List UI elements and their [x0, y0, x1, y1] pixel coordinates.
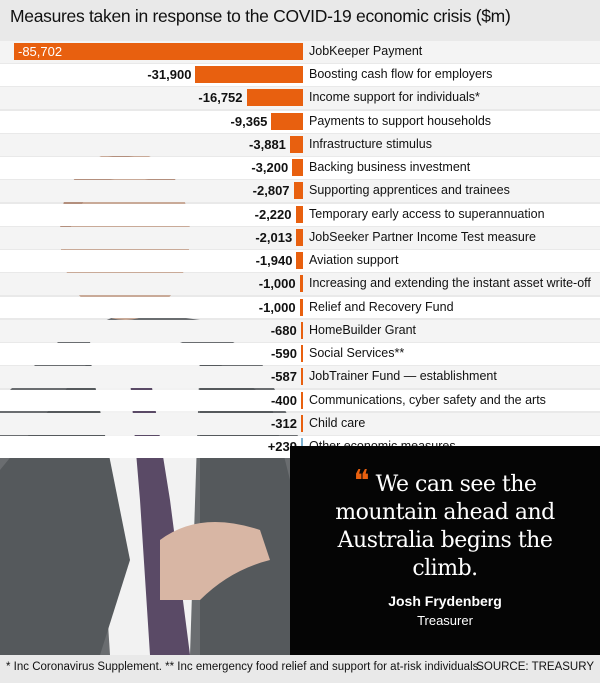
bar	[195, 66, 303, 84]
data-label: -590	[270, 346, 297, 362]
category-label: JobTrainer Fund — establishment	[309, 369, 497, 384]
category-label: Relief and Recovery Fund	[309, 299, 454, 314]
bar-row: -400 Communications, cyber safety and the…	[0, 389, 600, 412]
bar	[14, 43, 303, 60]
data-label: -2,220	[254, 206, 292, 222]
category-label: Temporary early access to superannuation	[309, 206, 545, 221]
bar	[299, 275, 303, 293]
data-label: -312	[270, 415, 297, 431]
bar	[293, 182, 303, 200]
data-label: -1,000	[258, 276, 296, 292]
footer: * Inc Coronavirus Supplement. ** Inc eme…	[0, 655, 600, 683]
quote-text: We can see the mountain ahead and Austra…	[335, 472, 555, 581]
bar-row: -680 HomeBuilder Grant	[0, 319, 600, 342]
data-label: -587	[270, 369, 297, 385]
bar	[301, 414, 303, 432]
data-label: -3,200	[251, 160, 289, 176]
bar	[301, 368, 303, 386]
bar-row: -2,220 Temporary early access to superann…	[0, 203, 600, 226]
data-label: +239	[267, 438, 297, 454]
bar-row: -312 Child care	[0, 412, 600, 435]
category-label: Boosting cash flow for employers	[309, 67, 493, 82]
bar-row: -31,900 Boosting cash flow for employers	[0, 64, 600, 87]
bar-row: -3,881 Infrastructure stimulus	[0, 133, 600, 156]
category-label: Child care	[309, 415, 366, 430]
bar-row: -3,200 Backing business investment	[0, 157, 600, 180]
data-label: -3,881	[249, 136, 286, 152]
category-label: JobSeeker Partner Income Test measure	[309, 229, 536, 244]
bar	[271, 112, 303, 130]
bar	[300, 321, 303, 339]
quote-mark-icon: ❝	[353, 464, 370, 499]
bar	[301, 345, 303, 363]
bar-row: -587 JobTrainer Fund — establishment	[0, 366, 600, 389]
bar	[299, 298, 303, 316]
category-label: Payments to support households	[309, 113, 492, 128]
bar-chart: -85,702 JobKeeper Payment -31,900 Boosting …	[0, 41, 600, 459]
bar	[246, 89, 303, 107]
source: SOURCE: TREASURY	[476, 661, 594, 673]
bar	[295, 205, 303, 223]
category-label: Increasing and extending the instant ass…	[309, 276, 591, 291]
data-label: -2,013	[255, 229, 293, 245]
bar	[301, 391, 303, 409]
category-label: HomeBuilder Grant	[309, 322, 416, 337]
bar-row: -2,013 JobSeeker Partner Income Test meas…	[0, 226, 600, 249]
category-label: Income support for individuals*	[309, 90, 480, 105]
data-label: -680	[270, 322, 297, 338]
data-label: -400	[270, 392, 297, 408]
bar	[289, 135, 303, 153]
quote-box: ❝ We can see the mountain ahead and Aust…	[290, 446, 600, 655]
category-label: Social Services**	[309, 346, 405, 361]
bar	[292, 159, 303, 177]
data-label: -9,365	[230, 113, 268, 129]
data-label: -1,000	[258, 299, 296, 315]
category-label: JobKeeper Payment	[309, 44, 423, 58]
bar-row: -1,940 Aviation support	[0, 250, 600, 272]
category-label: Aviation support	[309, 253, 399, 268]
bar-row: -85,702 JobKeeper Payment	[0, 41, 600, 63]
category-label: Supporting apprentices and trainees	[309, 183, 510, 198]
data-label: -2,807	[252, 183, 290, 199]
data-label: -85,702	[18, 44, 63, 59]
bar	[296, 252, 303, 270]
quote-author-role: Treasurer	[417, 613, 473, 628]
footnote: * Inc Coronavirus Supplement. ** Inc eme…	[6, 661, 482, 673]
bar-row: -1,000 Increasing and extending the insta…	[0, 273, 600, 296]
quote-author: Josh Frydenberg	[388, 593, 502, 609]
category-label: Backing business investment	[309, 160, 471, 175]
chart-title: Measures taken in response to the COVID-…	[10, 6, 511, 26]
data-label: -16,752	[198, 90, 243, 106]
data-label: -31,900	[147, 67, 192, 83]
bar-row: -1,000 Relief and Recovery Fund	[0, 296, 600, 319]
bar-row: -2,807 Supporting apprentices and trainee…	[0, 180, 600, 203]
bar-row: -590 Social Services**	[0, 343, 600, 365]
category-label: Infrastructure stimulus	[309, 136, 432, 151]
bar-row: -16,752 Income support for individuals*	[0, 87, 600, 110]
data-label: -1,940	[255, 253, 293, 269]
category-label: Communications, cyber safety and the art…	[309, 392, 546, 407]
bar-row: -9,365 Payments to support households	[0, 110, 600, 133]
bar	[296, 228, 303, 246]
